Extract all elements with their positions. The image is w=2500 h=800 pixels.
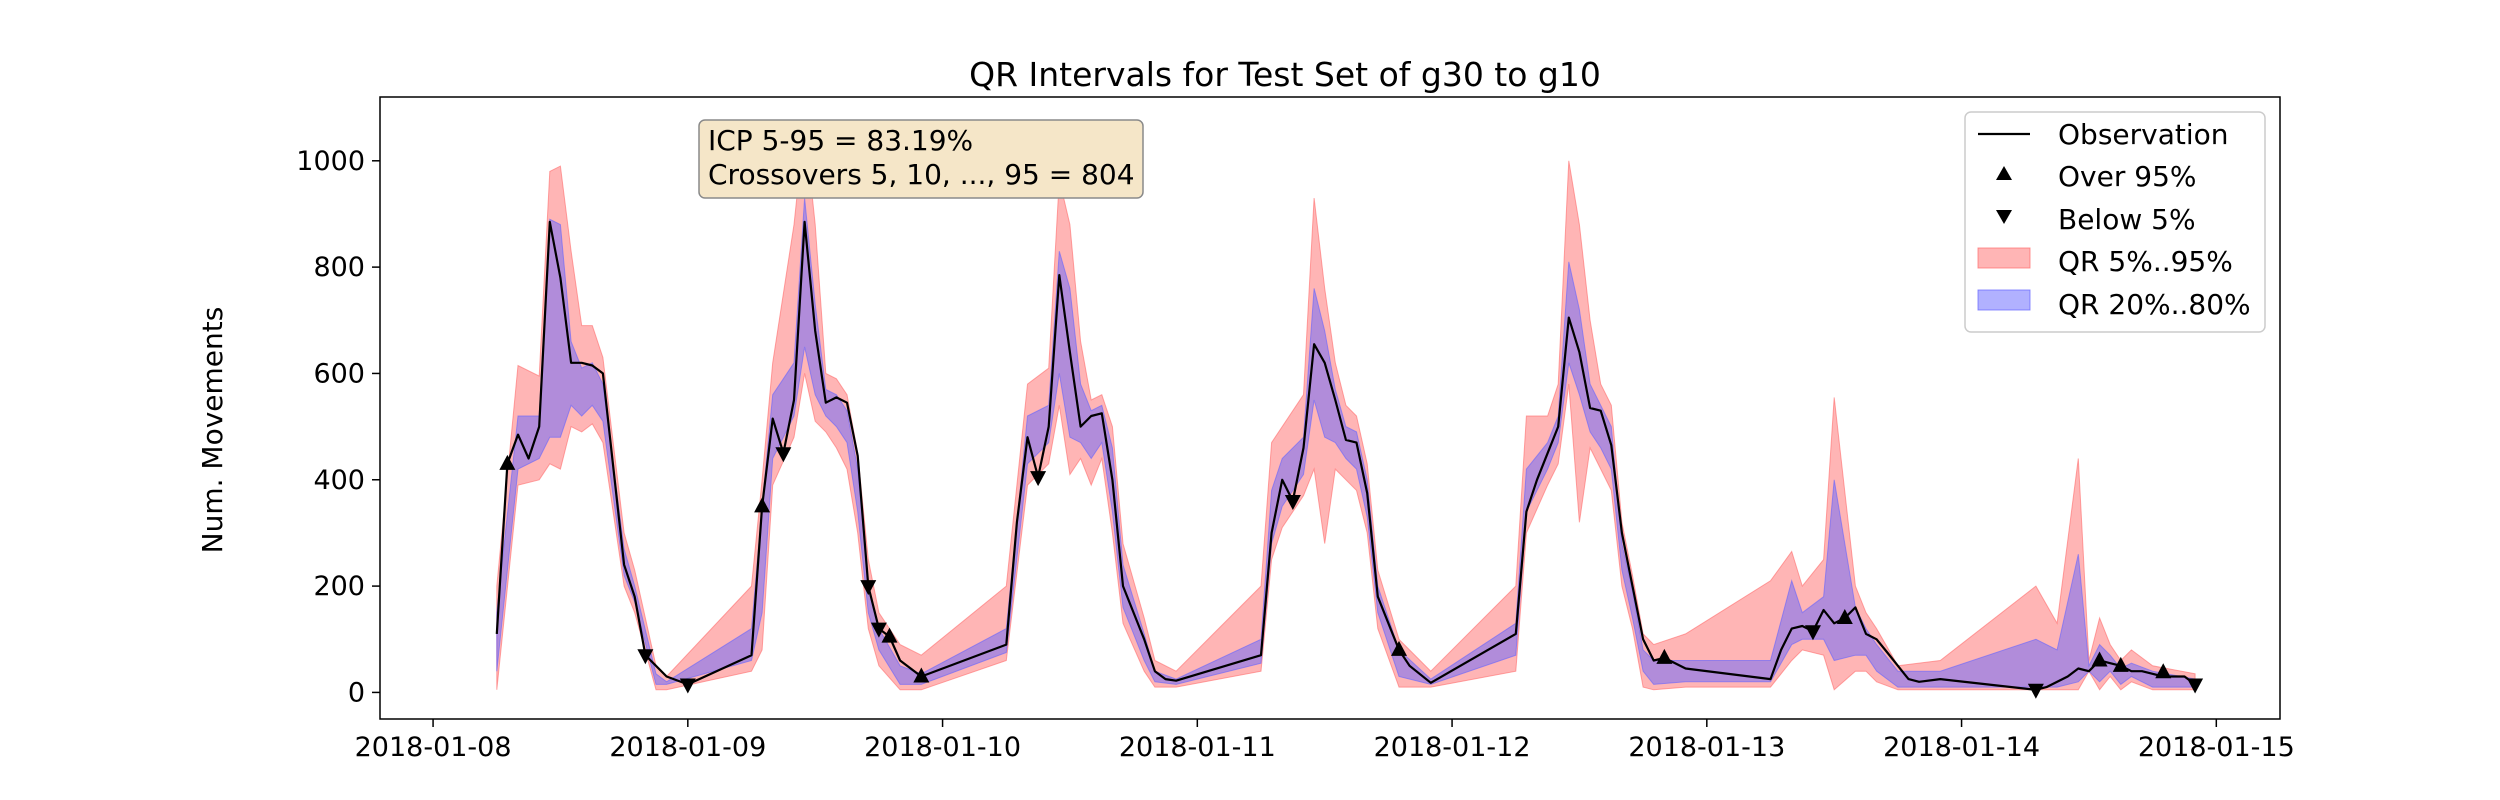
over-95-marker: [2091, 651, 2108, 667]
stats-annotation-box: [698, 119, 1144, 199]
plot-area: [495, 123, 2204, 699]
legend: Observation Over 95% Below 5% QR 5%..95%…: [1964, 111, 2266, 333]
legend-below-label: Below 5%: [2058, 203, 2196, 236]
y-tick-label: 400: [313, 465, 365, 496]
x-tick-label: 2018-01-09: [609, 732, 766, 763]
x-tick-label: 2018-01-13: [1628, 732, 1785, 763]
chart-title: QR Intervals for Test Set of g30 to g10: [969, 55, 1601, 94]
legend-over-triangle-icon: [1996, 166, 2012, 180]
y-tick-label: 600: [313, 358, 365, 389]
y-tick-label: 0: [348, 677, 365, 708]
x-tick-label: 2018-01-11: [1119, 732, 1276, 763]
observation-line: [495, 220, 2196, 691]
x-axis: 2018-01-08 2018-01-09 2018-01-10 2018-01-11…: [355, 719, 2295, 763]
below-5-marker: [1804, 625, 1821, 641]
legend-over-label: Over 95%: [2058, 160, 2196, 193]
legend-qr2080-label: QR 20%..80%: [2058, 288, 2251, 321]
over-95-marker: [881, 627, 898, 643]
x-tick-label: 2018-01-15: [2138, 732, 2295, 763]
y-tick-label: 1000: [296, 146, 365, 177]
below-5-marker: [1030, 471, 1047, 487]
over-95-marker: [1656, 648, 1673, 664]
stats-annotation: ICP 5-95 = 83.19% Crossovers 5, 10, ...,…: [698, 119, 1144, 199]
over-95-marker: [913, 667, 930, 683]
over-95-marker: [754, 497, 771, 513]
below-5-marker: [637, 649, 654, 665]
over-95-marker: [1836, 608, 1853, 624]
over-95-marker: [499, 454, 516, 470]
below-5-marker: [679, 678, 696, 694]
legend-qr2080-swatch-icon: [1977, 289, 2031, 311]
x-tick-label: 2018-01-10: [864, 732, 1021, 763]
below-5-marker: [870, 622, 887, 638]
legend-below-triangle-icon: [1996, 210, 2012, 224]
below-5-marker: [775, 447, 792, 463]
legend-qr595-label: QR 5%..95%: [2058, 245, 2233, 278]
y-tick-label: 200: [313, 571, 365, 602]
x-tick-label: 2018-01-08: [355, 732, 512, 763]
below-5-marker: [2187, 678, 2204, 694]
plot-frame: [379, 96, 2281, 720]
below-5-marker: [2027, 683, 2044, 699]
below-5-marker: [860, 580, 877, 596]
y-axis-title: Num. Movements: [196, 307, 229, 554]
legend-box: [1964, 111, 2266, 333]
y-axis: 0 200 400 600 800 1000: [296, 146, 380, 708]
below-5-marker: [1284, 495, 1301, 511]
legend-qr595-swatch-icon: [1977, 247, 2031, 269]
stats-icp-text: ICP 5-95 = 83.19%: [708, 124, 973, 157]
y-tick-label: 800: [313, 252, 365, 283]
x-tick-label: 2018-01-12: [1374, 732, 1531, 763]
stats-crossovers-text: Crossovers 5, 10, ..., 95 = 804: [708, 158, 1135, 191]
over-95-marker: [2112, 656, 2129, 672]
over-95-marker: [1390, 640, 1407, 656]
legend-observation-label: Observation: [2058, 118, 2229, 151]
x-tick-label: 2018-01-14: [1883, 732, 2040, 763]
over-95-marker: [2155, 663, 2172, 679]
